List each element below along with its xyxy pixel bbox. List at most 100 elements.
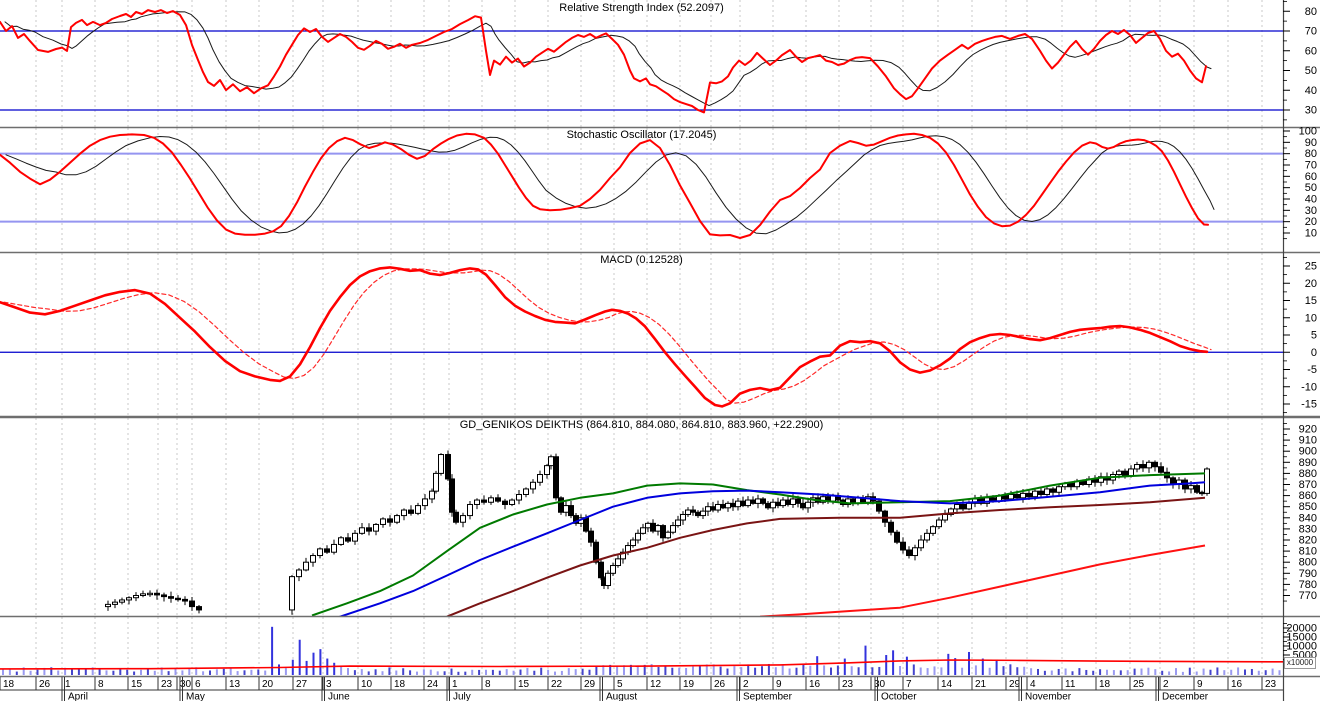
- day-label: 30: [874, 679, 886, 690]
- volume-bar: [243, 670, 246, 675]
- volume-bar: [767, 663, 770, 675]
- volume-bar: [1099, 669, 1102, 675]
- volume-bar: [878, 666, 881, 675]
- candle-body: [509, 499, 515, 505]
- candle-body: [924, 532, 930, 541]
- candle-body: [523, 488, 529, 495]
- candle-body: [780, 499, 786, 507]
- volume-bar: [50, 667, 53, 675]
- volume-bar: [457, 671, 460, 675]
- month-label: September: [743, 692, 793, 701]
- volume-bar: [36, 669, 39, 675]
- axis-label: 900: [1299, 446, 1317, 458]
- axis-label: 10000: [1286, 641, 1317, 653]
- month-label: June: [328, 692, 350, 701]
- volume-bar: [899, 665, 901, 675]
- volume-bar: [1043, 670, 1046, 675]
- volume-bar: [788, 668, 791, 675]
- candle-body: [966, 502, 972, 510]
- candle-body: [954, 503, 960, 510]
- volume-bar: [512, 670, 515, 675]
- volume-bar: [871, 667, 874, 675]
- candle-body: [558, 497, 564, 513]
- volume-panel: [0, 626, 1283, 675]
- volume-bar: [1119, 670, 1122, 675]
- volume-bar: [850, 666, 853, 675]
- day-label: 12: [650, 679, 662, 690]
- volume-bar: [250, 669, 253, 675]
- candle-body: [1199, 491, 1205, 495]
- candle-body: [705, 506, 711, 512]
- volume-bar: [533, 670, 536, 675]
- candle-body: [1044, 488, 1050, 495]
- axis-label: 890: [1299, 457, 1317, 469]
- candle-body: [675, 519, 681, 527]
- day-label: 18: [1099, 679, 1111, 690]
- volume-bar: [1181, 671, 1184, 675]
- volume-bar: [1002, 666, 1005, 675]
- axis-label: 840: [1299, 512, 1317, 524]
- volume-bar: [409, 670, 412, 675]
- volume-bar: [650, 664, 653, 675]
- volume-bar: [595, 666, 598, 675]
- stochastic-panel: [0, 132, 1215, 239]
- candle-body: [140, 593, 146, 597]
- day-label: 10: [361, 679, 373, 690]
- volume-bar: [1154, 669, 1157, 675]
- volume-bar: [1016, 667, 1019, 675]
- candle-body: [324, 548, 330, 553]
- candle-body: [408, 509, 414, 514]
- volume-bar: [77, 668, 80, 675]
- volume-bar: [892, 650, 895, 675]
- day-label: 30: [180, 679, 192, 690]
- axis-label: 810: [1299, 546, 1317, 558]
- volume-bar: [395, 670, 398, 675]
- volume-bar: [1202, 668, 1205, 675]
- candle-body: [467, 503, 473, 517]
- volume-bar: [491, 669, 494, 675]
- candle-body: [119, 599, 125, 603]
- candle-body: [605, 572, 611, 587]
- candle-body: [112, 601, 118, 605]
- candle-body: [1194, 485, 1200, 493]
- candle-body: [126, 597, 132, 601]
- candle-body: [502, 500, 508, 505]
- volume-bar: [160, 667, 163, 675]
- day-label: 26: [39, 679, 51, 690]
- month-label: November: [1025, 692, 1072, 701]
- axis-label: 90: [1305, 137, 1317, 149]
- volume-bar: [692, 666, 694, 675]
- volume-bar: [347, 668, 349, 675]
- candle-body: [650, 522, 656, 532]
- axis-label: 920: [1299, 424, 1317, 436]
- volume-bar: [1230, 669, 1233, 675]
- volume-bar: [954, 658, 957, 675]
- volume-bar: [830, 667, 832, 675]
- volume-bar: [22, 667, 25, 675]
- volume-bar: [1078, 668, 1081, 675]
- day-label: 19: [683, 679, 695, 690]
- rsi-gridlines: [35, 0, 1263, 127]
- volume-ma: [0, 659, 1283, 670]
- volume-bar: [843, 658, 846, 675]
- volume-bar: [257, 669, 260, 675]
- day-label: 11: [1065, 679, 1076, 690]
- volume-bar: [1140, 668, 1143, 675]
- rsi-y-axis: 80 70 60 50 40 30: [1283, 0, 1317, 121]
- candle-body: [453, 511, 459, 523]
- volume-bar: [236, 671, 239, 675]
- volume-bar: [519, 669, 522, 675]
- volume-bar: [1223, 670, 1226, 675]
- candle-body: [1020, 492, 1026, 499]
- volume-bar: [119, 669, 122, 675]
- volume-bar: [1278, 670, 1281, 675]
- day-label: 2: [743, 679, 749, 690]
- volume-bar: [705, 664, 708, 675]
- candle-body: [415, 505, 421, 514]
- candle-body: [338, 537, 344, 545]
- axis-label: 40: [1305, 85, 1317, 97]
- candle-body: [700, 510, 706, 517]
- ma-longest-red: [759, 544, 1206, 616]
